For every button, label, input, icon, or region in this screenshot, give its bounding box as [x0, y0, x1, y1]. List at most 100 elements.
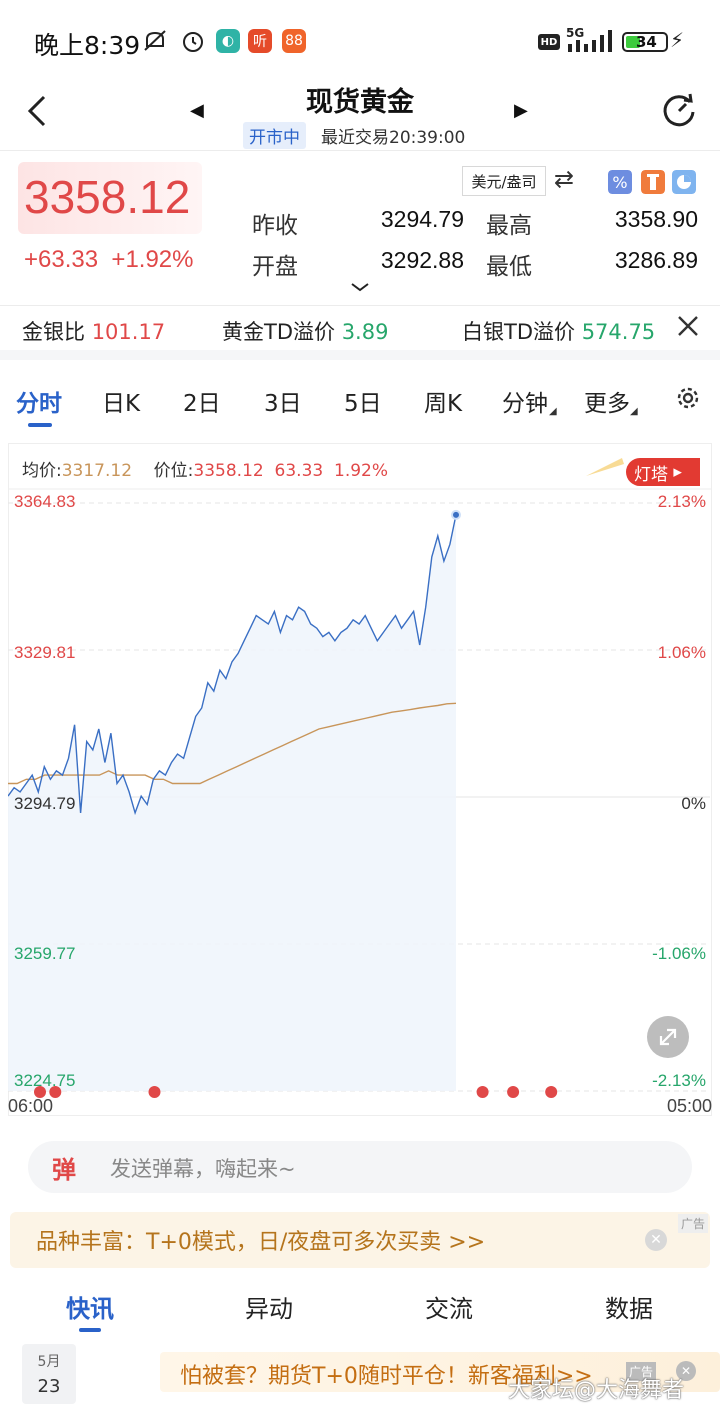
fullscreen-button[interactable] [647, 1016, 689, 1058]
tab-2-day[interactable]: 2日 [183, 391, 221, 417]
svg-text:%: % [612, 173, 627, 192]
app-badge-icon: ◐ [216, 29, 240, 53]
refresh-icon[interactable] [660, 92, 698, 130]
tab-news-flash[interactable]: 快讯 [66, 1295, 114, 1323]
date-day: 23 [37, 1376, 61, 1397]
prev-instrument-icon[interactable]: ◀ [190, 100, 204, 121]
price-highlight [18, 162, 202, 234]
tab-daily-k[interactable]: 日K [102, 391, 141, 417]
y-tick-left: 3364.83 [14, 492, 76, 511]
ad-bottom-tag: 广告 [626, 1362, 657, 1381]
danmaku-placeholder: 发送弹幕，嗨起来~ [110, 1157, 296, 1181]
ad-text[interactable]: 品种丰富：T+0模式，日/夜盘可多次买卖 >> [36, 1230, 486, 1255]
silver-td-premium: 白银TD溢价 574.75 [462, 316, 655, 346]
watermark: 大家坛@大海舞者 [508, 1378, 685, 1403]
gold-silver-ratio: 金银比 101.17 [22, 316, 165, 346]
y-tick-left: 3294.79 [14, 794, 76, 813]
silver-td-value: 574.75 [581, 320, 656, 344]
tab-weekly-k[interactable]: 周K [424, 391, 463, 417]
gear-icon[interactable] [672, 382, 704, 414]
high-label: 最高 [486, 213, 532, 239]
alarm-icon [180, 28, 206, 60]
expand-icon [659, 1028, 677, 1046]
tab-minute[interactable]: 分钟 [502, 391, 548, 417]
y-tick-right: -2.13% [652, 1071, 706, 1090]
gold-td-value: 3.89 [341, 320, 389, 344]
section-gap [0, 350, 720, 360]
ad-bottom-text[interactable]: 怕被套？期货T+0随时平仓！新客福利>> [180, 1364, 593, 1389]
price-label: 价位: [153, 461, 194, 481]
expand-quote-icon[interactable] [350, 282, 370, 292]
chart-legend: 均价:3317.12 价位:3358.12 63.33 1.92% [22, 456, 388, 481]
close-icon[interactable] [676, 314, 700, 338]
danmaku-icon: 弹 [52, 1156, 76, 1184]
divider [0, 150, 720, 151]
tab-underline [79, 1328, 101, 1332]
event-marker [476, 1086, 489, 1098]
divider [0, 305, 720, 306]
lighthouse-tool-icon[interactable] [641, 170, 665, 194]
dropdown-corner-icon: ◢ [549, 406, 557, 417]
event-marker [545, 1086, 558, 1098]
tab-movement[interactable]: 异动 [245, 1295, 293, 1323]
date-badge [22, 1344, 76, 1404]
tab-more[interactable]: 更多 [584, 391, 630, 417]
y-tick-left: 3259.77 [14, 944, 76, 963]
danmaku-input[interactable] [28, 1141, 692, 1193]
last-price-point [453, 511, 459, 518]
open-value: 3292.88 [380, 247, 464, 273]
avg-price-line [8, 702, 457, 785]
price-area [8, 514, 456, 1091]
legend-change-pct: 1.92% [334, 461, 389, 481]
legend-change: 63.33 [274, 461, 324, 481]
date-month: 5月 [37, 1354, 61, 1370]
silver-td-label: 白银TD溢价 [462, 320, 575, 344]
change-value: +63.33 [24, 246, 99, 273]
gold-td-label: 黄金TD溢价 [222, 320, 335, 344]
tab-5-day[interactable]: 5日 [344, 391, 382, 417]
ad-close-icon[interactable]: ✕ [645, 1229, 667, 1251]
event-marker [34, 1086, 46, 1098]
current-price: 3358.12 [24, 171, 191, 223]
gold-silver-label: 金银比 [22, 320, 85, 344]
back-icon[interactable] [24, 94, 54, 128]
prev-close-value: 3294.79 [380, 206, 464, 232]
event-marker [49, 1086, 62, 1098]
lighthouse-button[interactable]: 灯塔 ▸ [626, 458, 700, 486]
y-tick-left: 3329.81 [14, 643, 76, 662]
unit-selector[interactable]: 美元/盎司 [462, 166, 546, 196]
tab-data[interactable]: 数据 [605, 1295, 653, 1323]
network-type: 5G [566, 26, 585, 40]
ad-banner[interactable] [10, 1212, 710, 1268]
intraday-chart[interactable] [8, 443, 712, 1116]
battery-icon: 34 [622, 32, 668, 52]
tab-discussion[interactable]: 交流 [425, 1295, 473, 1323]
legend-price: 3358.12 [193, 461, 264, 481]
battery-level: 34 [636, 33, 657, 51]
market-status-badge: 开市中 [243, 122, 306, 149]
y-tick-right: 1.06% [657, 643, 706, 662]
percent-tool-icon[interactable]: % [608, 170, 632, 194]
pie-tool-icon[interactable] [672, 170, 696, 194]
next-instrument-icon[interactable]: ▶ [514, 100, 528, 121]
signal-icon [568, 30, 612, 52]
ad-bottom-close-icon[interactable]: ✕ [676, 1361, 696, 1381]
status-bar: 晚上8:39 ◐ 听 88 HD 5G 34 ⚡ [0, 0, 720, 82]
event-marker [148, 1086, 161, 1098]
low-value: 3286.89 [614, 247, 698, 273]
tab-3-day[interactable]: 3日 [264, 391, 302, 417]
swap-icon[interactable]: ⇄ [554, 165, 575, 193]
x-tick-start: 06:00 [8, 1096, 54, 1116]
play-icon: ▸ [673, 462, 682, 482]
open-label: 开盘 [252, 254, 298, 280]
gold-td-premium: 黄金TD溢价 3.89 [222, 316, 388, 346]
app-badge-listen: 听 [248, 29, 272, 53]
change-percent: +1.92% [111, 246, 194, 273]
tab-intraday[interactable]: 分时 [16, 391, 62, 417]
lighthouse-label: 灯塔 [634, 464, 668, 485]
avg-value: 3317.12 [61, 461, 133, 481]
ad-tag: 广告 [678, 1214, 709, 1233]
page-title: 现货黄金 [306, 87, 414, 118]
x-tick-end: 05:00 [666, 1096, 712, 1116]
last-trade-time: 最近交易20:39:00 [321, 128, 466, 148]
